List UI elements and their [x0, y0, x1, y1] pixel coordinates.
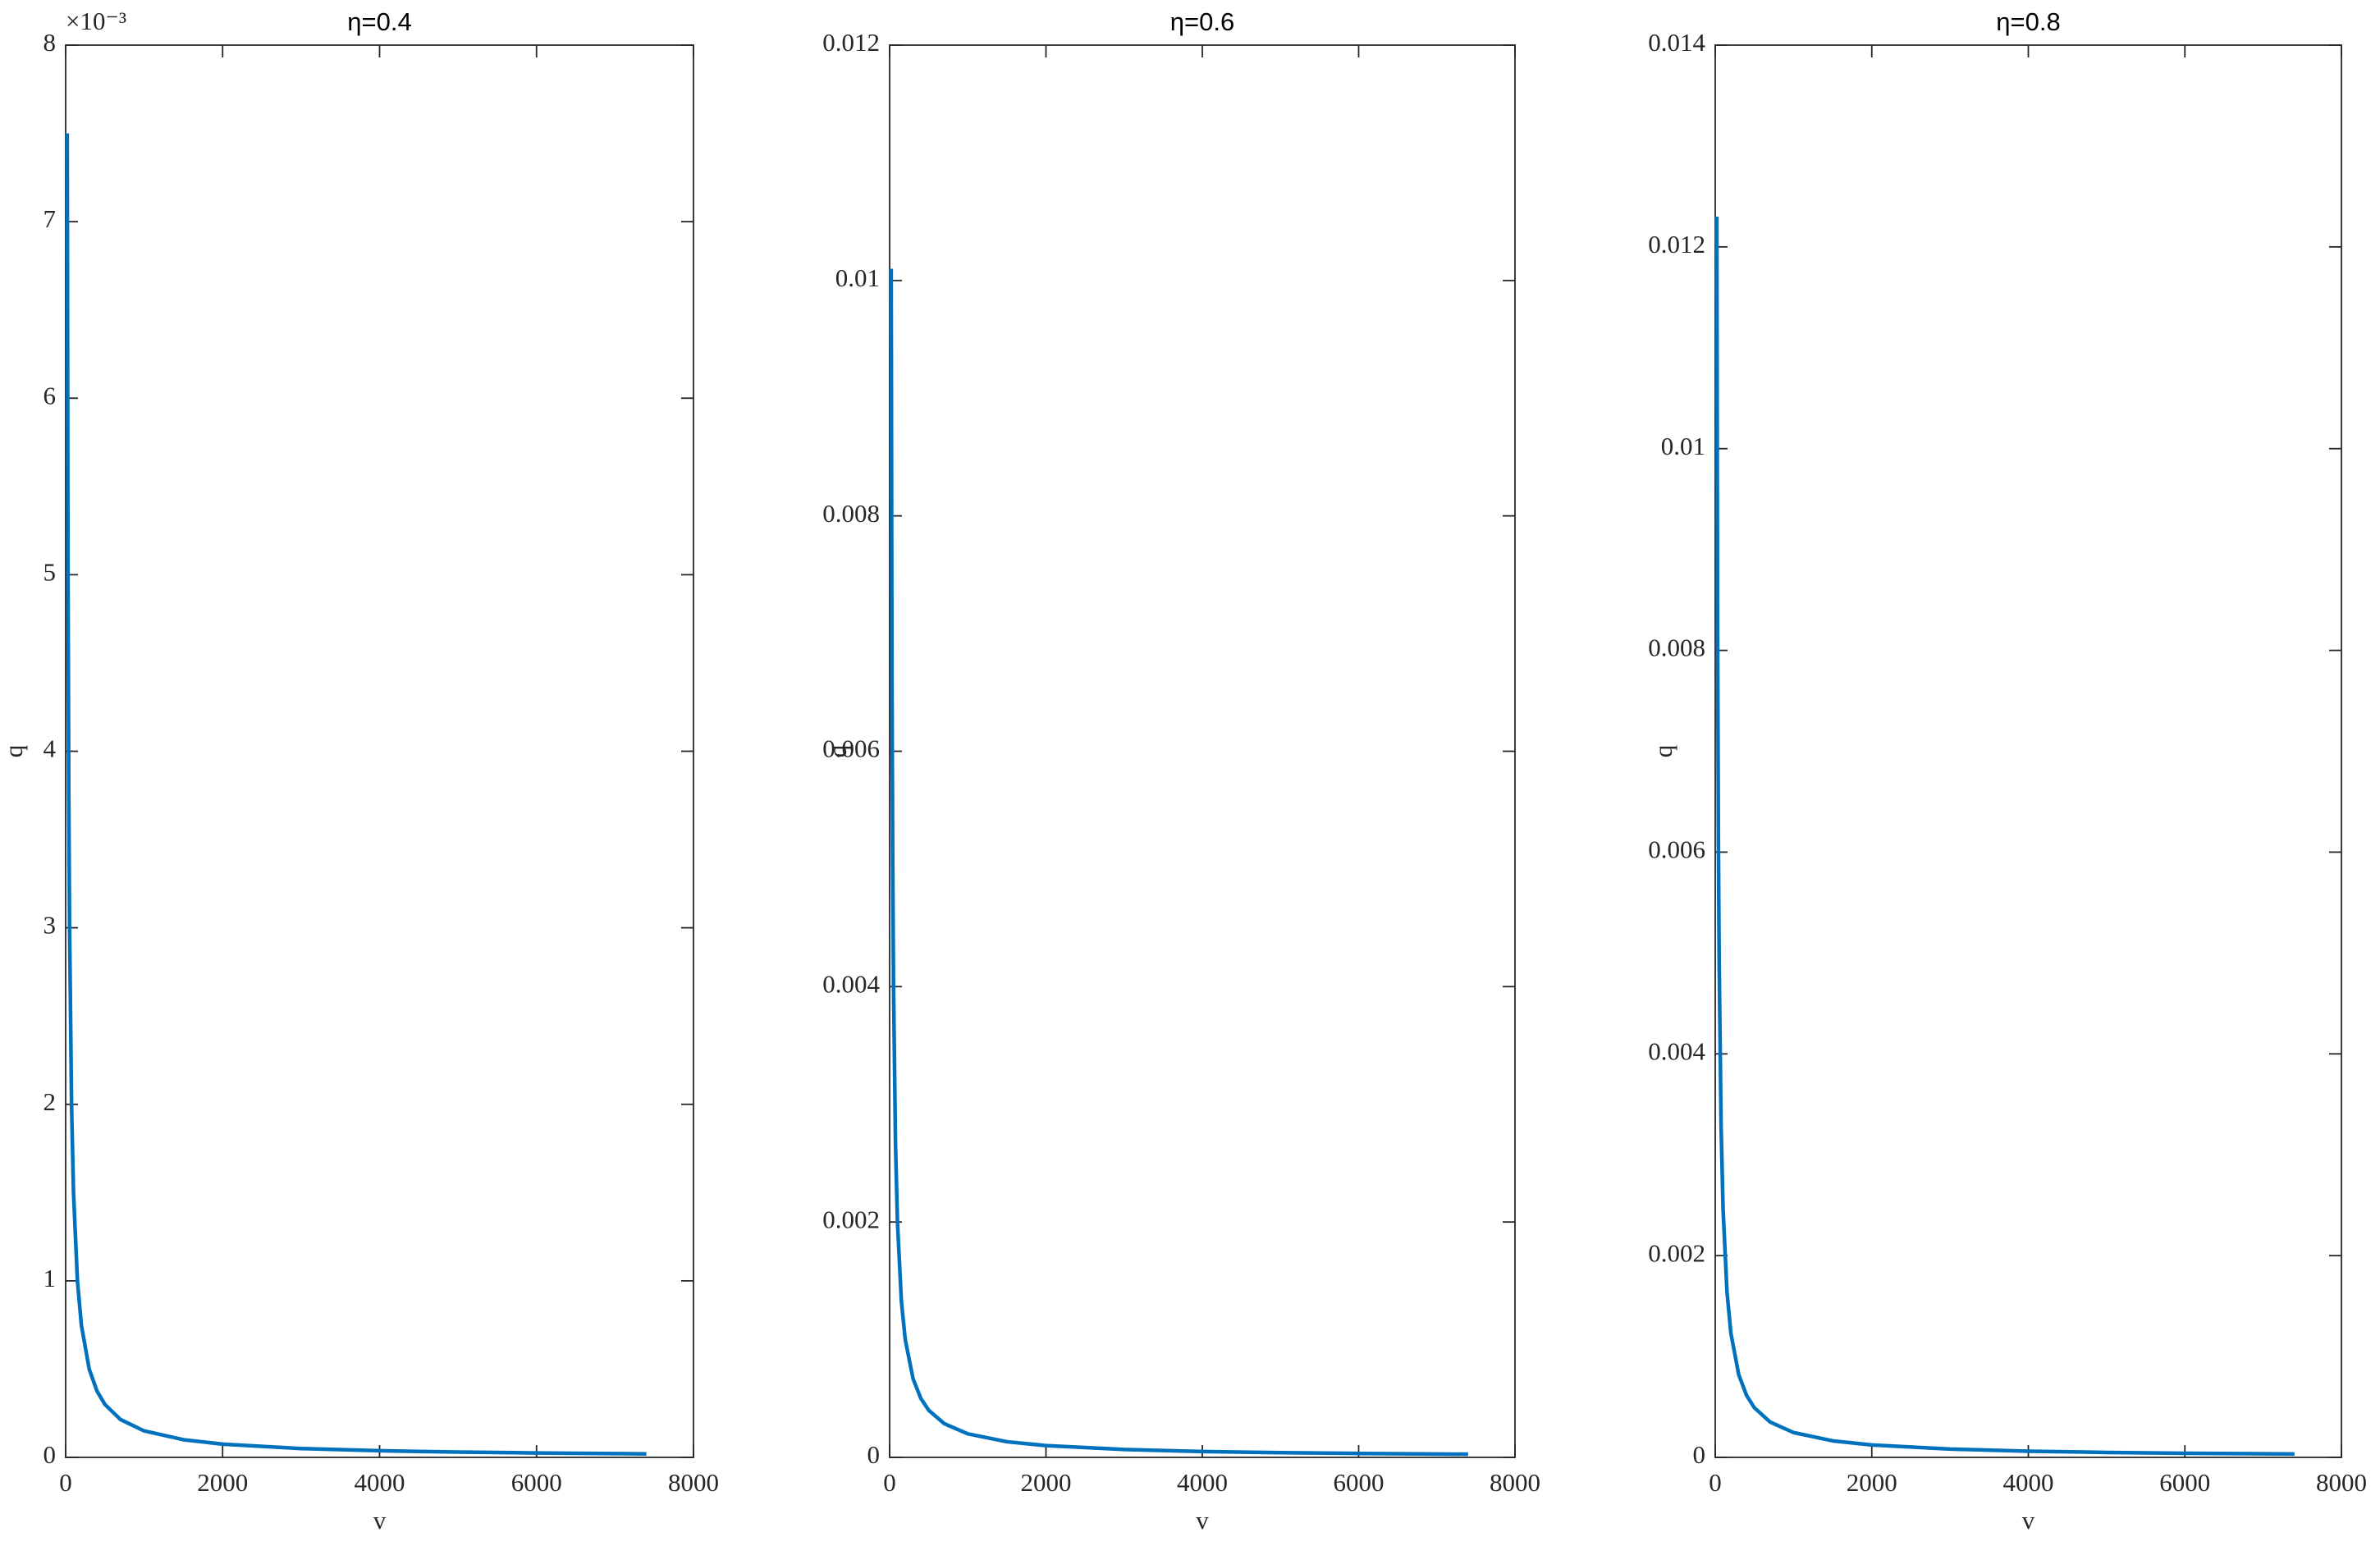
y-axis-label: q	[1649, 745, 1677, 758]
data-line	[889, 268, 1468, 1457]
y-tick-label: 5	[43, 557, 57, 586]
y-tick-label: 0.006	[1648, 835, 1705, 864]
data-line	[1714, 216, 2295, 1457]
y-tick-label: 1	[43, 1264, 57, 1292]
y-tick-label: 0.002	[1648, 1238, 1705, 1267]
x-axis-label: v	[2022, 1506, 2035, 1535]
y-multiplier: ×10⁻³	[66, 7, 126, 35]
y-tick-label: 0.012	[822, 28, 880, 57]
chart-title: η=0.6	[1170, 7, 1234, 36]
x-axis-label: v	[1196, 1506, 1209, 1535]
x-tick-label: 6000	[511, 1468, 562, 1497]
y-tick-label: 0	[43, 1440, 57, 1469]
data-line	[65, 133, 647, 1456]
y-tick-label: 0	[867, 1440, 881, 1469]
y-axis-label: q	[823, 745, 852, 758]
x-tick-label: 8000	[668, 1468, 719, 1497]
y-tick-label: 0	[1693, 1440, 1706, 1469]
x-tick-label: 8000	[2316, 1468, 2367, 1497]
y-tick-label: 3	[43, 911, 57, 940]
y-tick-label: 0.008	[822, 499, 880, 528]
y-tick-label: 4	[43, 734, 57, 763]
x-tick-label: 0	[883, 1468, 896, 1497]
x-tick-label: 2000	[1021, 1468, 1072, 1497]
y-tick-label: 0.01	[1661, 432, 1705, 460]
x-tick-label: 2000	[1847, 1468, 1897, 1497]
axes-box	[889, 44, 1516, 1458]
y-tick-label: 0.004	[822, 969, 880, 998]
chart-title: η=0.8	[1996, 7, 2060, 36]
x-tick-label: 0	[1709, 1468, 1722, 1497]
y-tick-label: 0.008	[1648, 633, 1705, 662]
x-tick-label: 4000	[355, 1468, 405, 1497]
y-axis-label: q	[0, 745, 28, 758]
y-tick-label: 6	[43, 381, 57, 409]
x-tick-label: 6000	[2159, 1468, 2210, 1497]
y-tick-label: 0.012	[1648, 230, 1705, 258]
y-tick-label: 8	[43, 28, 57, 57]
chart-title: η=0.4	[347, 7, 411, 36]
x-tick-label: 8000	[1490, 1468, 1540, 1497]
x-tick-label: 2000	[197, 1468, 248, 1497]
y-tick-label: 2	[43, 1087, 57, 1116]
axes-box	[65, 44, 694, 1458]
x-tick-label: 6000	[1334, 1468, 1385, 1497]
y-tick-label: 0.01	[835, 263, 880, 292]
y-tick-label: 0.006	[822, 734, 880, 763]
x-tick-label: 0	[59, 1468, 72, 1497]
x-axis-label: v	[373, 1506, 387, 1535]
y-tick-label: 7	[43, 204, 57, 233]
x-tick-label: 4000	[1177, 1468, 1228, 1497]
y-tick-label: 0.002	[822, 1205, 880, 1233]
x-tick-label: 4000	[2003, 1468, 2054, 1497]
y-tick-label: 0.014	[1648, 28, 1705, 57]
axes-box	[1714, 44, 2342, 1458]
y-tick-label: 0.004	[1648, 1036, 1705, 1065]
